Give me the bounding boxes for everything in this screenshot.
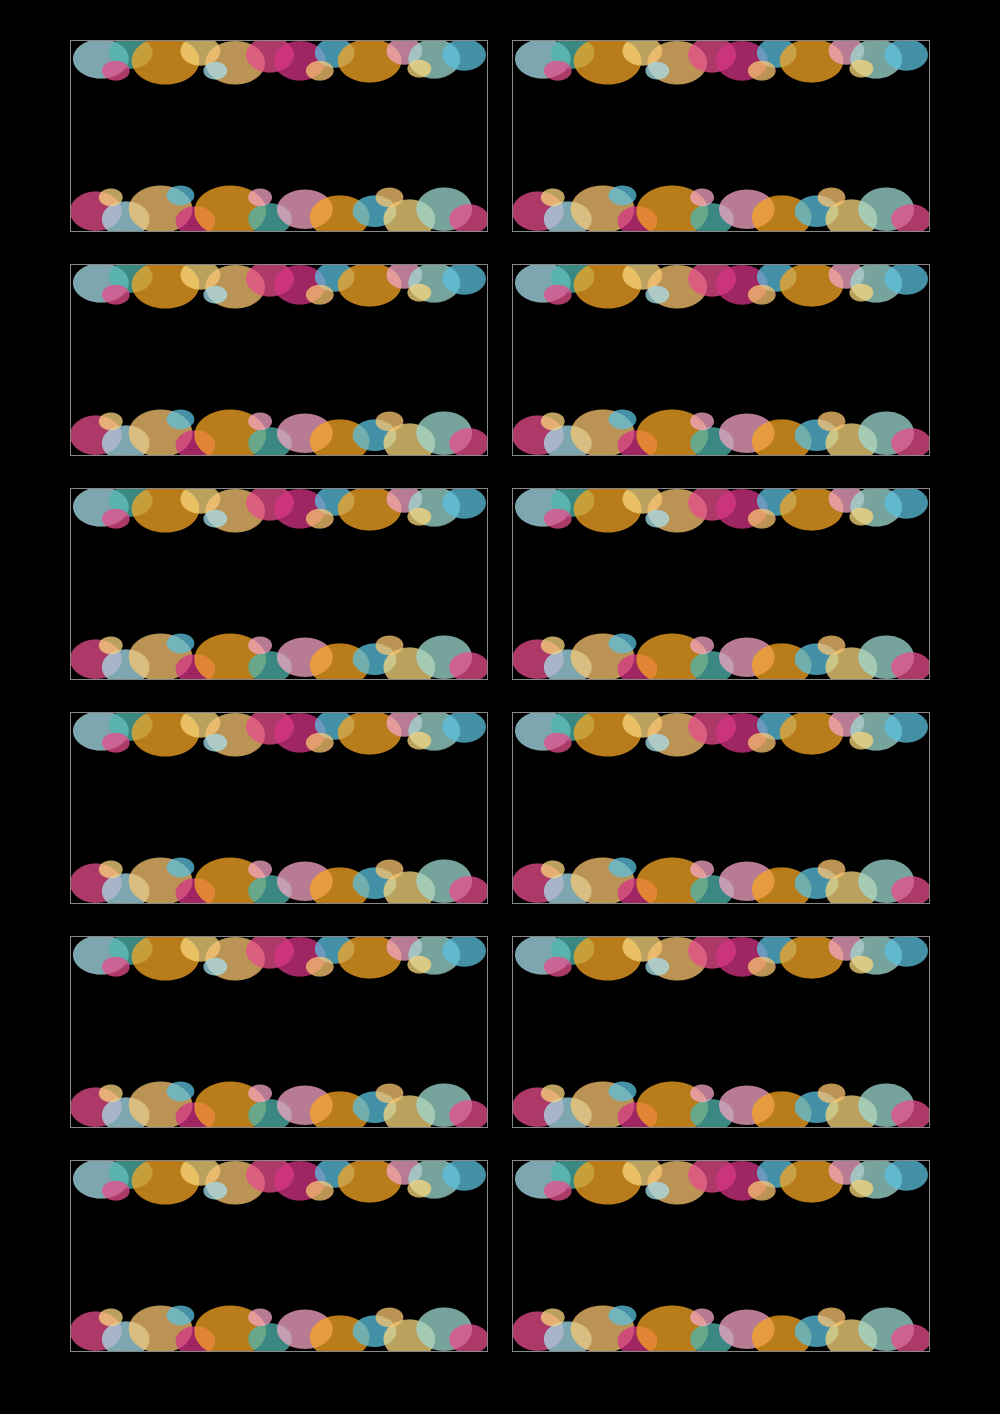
card-text bbox=[513, 713, 929, 903]
card-text bbox=[71, 937, 487, 1127]
label-card bbox=[512, 488, 930, 680]
label-card bbox=[512, 712, 930, 904]
card-text bbox=[71, 41, 487, 231]
card-text bbox=[513, 1161, 929, 1351]
label-card bbox=[70, 1160, 488, 1352]
card-text bbox=[71, 1161, 487, 1351]
card-text bbox=[513, 489, 929, 679]
card-text bbox=[513, 937, 929, 1127]
card-text bbox=[71, 713, 487, 903]
label-card bbox=[512, 936, 930, 1128]
card-text bbox=[513, 265, 929, 455]
label-card bbox=[512, 40, 930, 232]
label-card bbox=[70, 936, 488, 1128]
label-grid bbox=[70, 40, 930, 1352]
label-card bbox=[512, 1160, 930, 1352]
label-card bbox=[70, 488, 488, 680]
label-card bbox=[512, 264, 930, 456]
card-text bbox=[71, 489, 487, 679]
label-card bbox=[70, 40, 488, 232]
card-text bbox=[513, 41, 929, 231]
label-card bbox=[70, 264, 488, 456]
card-text bbox=[71, 265, 487, 455]
label-card bbox=[70, 712, 488, 904]
